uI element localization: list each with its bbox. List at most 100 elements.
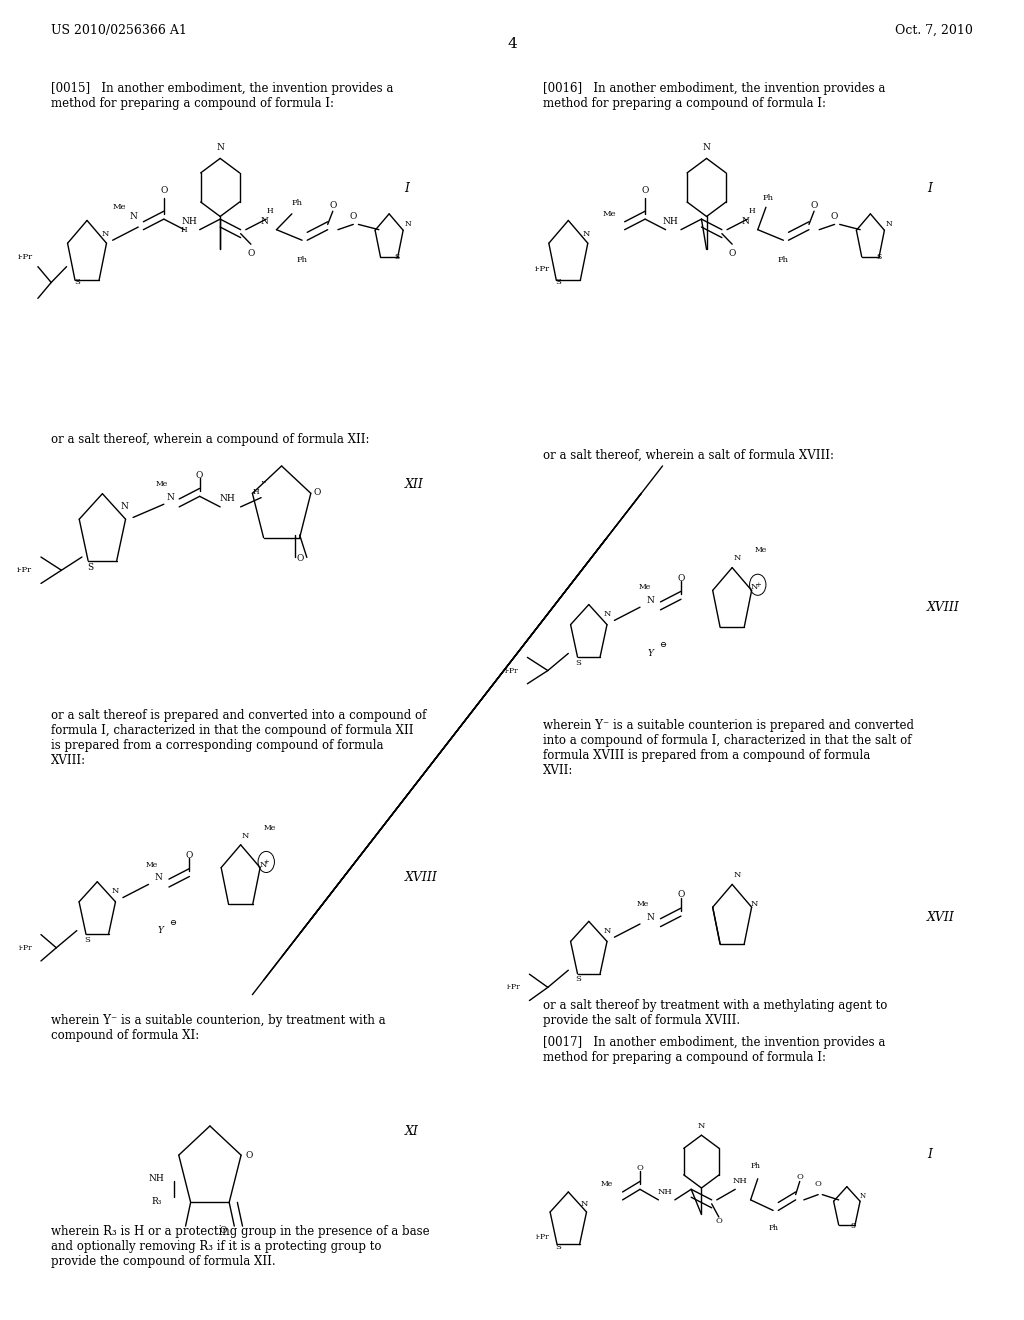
Text: O: O [196, 471, 204, 479]
Text: NH: NH [219, 495, 236, 503]
Text: H: H [181, 226, 187, 234]
Text: wherein R₃ is H or a protecting group in the presence of a base
and optionally r: wherein R₃ is H or a protecting group in… [51, 1225, 430, 1269]
Text: XII: XII [404, 478, 423, 491]
Text: +: + [755, 581, 761, 589]
Text: S: S [575, 659, 582, 667]
Text: N: N [886, 220, 892, 228]
Text: O: O [349, 213, 357, 220]
Text: [0015]   In another embodiment, the invention provides a
method for preparing a : [0015] In another embodiment, the invent… [51, 82, 393, 110]
Text: R₃: R₃ [152, 1197, 162, 1205]
Text: N: N [259, 861, 267, 869]
Text: NH: NH [733, 1177, 748, 1185]
Text: O: O [677, 891, 685, 899]
Text: O: O [637, 1164, 643, 1172]
Text: Me: Me [113, 203, 127, 211]
Text: N: N [751, 900, 759, 908]
Text: i-Pr: i-Pr [507, 983, 521, 991]
Text: or a salt thereof, wherein a salt of formula XVIII:: or a salt thereof, wherein a salt of for… [543, 449, 834, 462]
Text: O: O [160, 186, 168, 194]
Text: N: N [583, 230, 591, 238]
Text: Ph: Ph [763, 194, 773, 202]
Text: H: H [267, 207, 273, 215]
Text: S: S [87, 564, 93, 572]
Text: O: O [247, 249, 255, 257]
Text: O: O [810, 202, 818, 210]
Text: Me: Me [145, 861, 158, 869]
Text: Y: Y [158, 927, 164, 935]
Text: N: N [697, 1122, 706, 1130]
Text: I: I [927, 182, 932, 195]
Text: i-Pr: i-Pr [536, 265, 550, 273]
Text: O: O [313, 488, 322, 496]
Text: N: N [751, 583, 759, 591]
Text: i-Pr: i-Pr [18, 253, 33, 261]
Text: Y: Y [647, 649, 653, 657]
Text: S: S [84, 936, 90, 944]
Text: O: O [219, 1226, 226, 1234]
Text: N: N [733, 871, 741, 879]
Text: N: N [260, 218, 268, 226]
Text: S: S [74, 279, 80, 286]
Text: O: O [728, 249, 736, 257]
Text: N: N [242, 832, 250, 840]
Text: XI: XI [404, 1125, 419, 1138]
Text: I: I [404, 182, 410, 195]
Text: O: O [329, 202, 337, 210]
Text: O: O [797, 1173, 803, 1181]
Text: NH: NH [663, 218, 679, 226]
Text: N: N [112, 887, 120, 895]
Text: N: N [216, 144, 224, 152]
Text: wherein Y⁻ is a suitable counterion is prepared and converted
into a compound of: wherein Y⁻ is a suitable counterion is p… [543, 719, 913, 777]
Text: N: N [581, 1200, 589, 1208]
Text: N: N [741, 218, 750, 226]
Text: or a salt thereof by treatment with a methylating agent to
provide the salt of f: or a salt thereof by treatment with a me… [543, 999, 887, 1027]
Text: Ph: Ph [297, 256, 307, 264]
Text: S: S [876, 253, 882, 261]
Text: NH: NH [657, 1188, 672, 1196]
Text: N: N [101, 230, 110, 238]
Text: or a salt thereof is prepared and converted into a compound of
formula I, charac: or a salt thereof is prepared and conver… [51, 709, 427, 767]
Text: I: I [927, 1148, 932, 1162]
Text: S: S [555, 279, 561, 286]
Text: i-Pr: i-Pr [17, 566, 32, 574]
Text: N: N [166, 494, 174, 502]
Text: S: S [851, 1222, 855, 1230]
Text: O: O [677, 574, 685, 582]
Text: NH: NH [181, 218, 198, 226]
Text: S: S [555, 1243, 561, 1251]
Text: XVII: XVII [927, 911, 954, 924]
Text: N: N [121, 503, 129, 511]
Text: N: N [860, 1192, 866, 1200]
Text: S: S [394, 253, 400, 261]
Text: O: O [716, 1217, 722, 1225]
Text: N: N [603, 610, 611, 618]
Text: NH: NH [148, 1175, 165, 1183]
Text: Me: Me [755, 546, 767, 554]
Text: O: O [296, 554, 304, 562]
Text: ⊖: ⊖ [659, 642, 666, 649]
Text: Me: Me [156, 480, 168, 488]
Text: Ph: Ph [778, 256, 788, 264]
Text: [0016]   In another embodiment, the invention provides a
method for preparing a : [0016] In another embodiment, the invent… [543, 82, 885, 110]
Text: N: N [603, 927, 611, 935]
Text: N: N [646, 597, 654, 605]
Text: Ph: Ph [768, 1224, 778, 1232]
Text: or a salt thereof, wherein a compound of formula XII:: or a salt thereof, wherein a compound of… [51, 433, 370, 446]
Text: i-Pr: i-Pr [505, 667, 519, 675]
Text: H: H [749, 207, 755, 215]
Text: O: O [245, 1151, 253, 1159]
Text: ⊖: ⊖ [170, 919, 176, 927]
Text: 4: 4 [507, 37, 517, 51]
Text: Ph: Ph [292, 199, 302, 207]
Text: O: O [830, 213, 839, 220]
Text: Ph: Ph [751, 1162, 761, 1170]
Text: +: + [263, 858, 269, 866]
Text: i-Pr: i-Pr [536, 1233, 550, 1241]
Text: Me: Me [637, 900, 649, 908]
Text: XVIII: XVIII [927, 601, 959, 614]
Text: N: N [702, 144, 711, 152]
Text: [0017]   In another embodiment, the invention provides a
method for preparing a : [0017] In another embodiment, the invent… [543, 1036, 885, 1064]
Text: O: O [185, 851, 194, 859]
Text: N: N [733, 554, 741, 562]
Text: Me: Me [601, 1180, 613, 1188]
